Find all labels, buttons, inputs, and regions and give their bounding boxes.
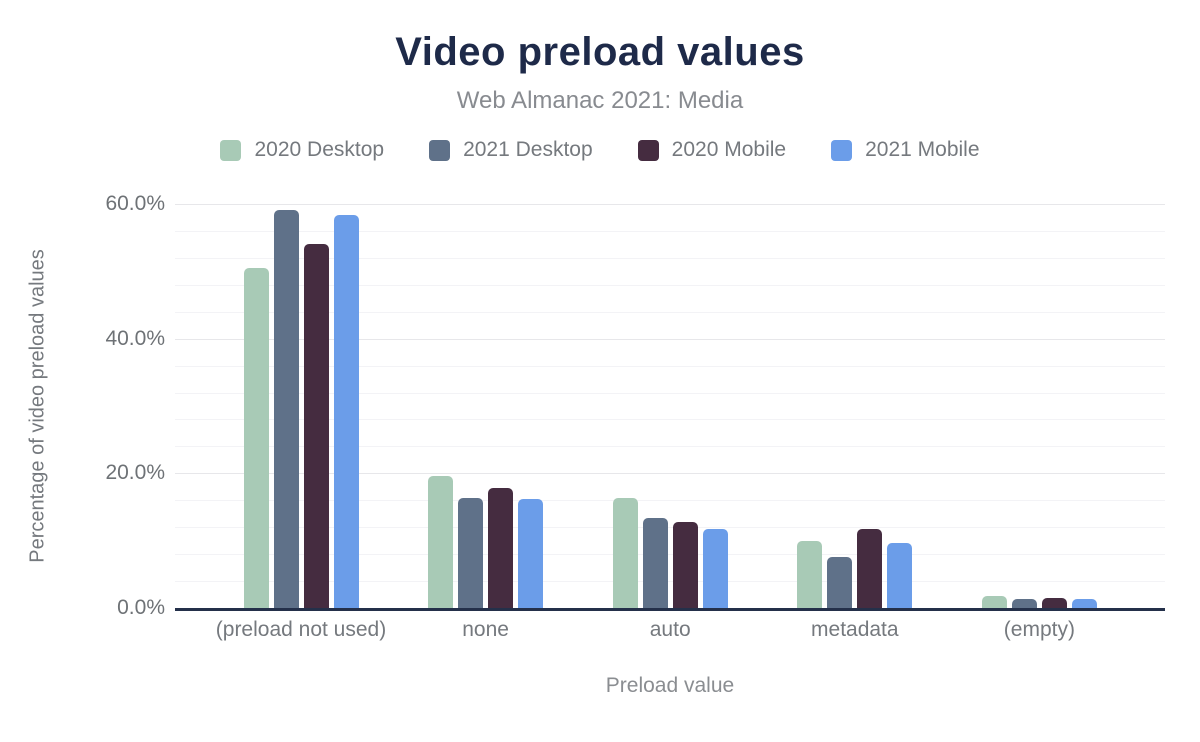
- bar-2021-mobile-2[interactable]: [518, 498, 544, 608]
- bar-2021-mobile-1[interactable]: [333, 214, 359, 608]
- x-axis-title: Preload value: [605, 674, 735, 697]
- x-axis-label: none: [462, 618, 509, 641]
- bar-2020-desktop-2[interactable]: [428, 476, 454, 608]
- major-gridline: [175, 204, 1165, 205]
- minor-gridline: [175, 554, 1165, 556]
- bar-2020-desktop-3[interactable]: [612, 498, 638, 608]
- minor-gridline: [175, 581, 1165, 583]
- bar-2021-desktop-5[interactable]: [1011, 598, 1037, 608]
- legend-swatch: [831, 139, 853, 161]
- minor-gridline: [175, 392, 1165, 394]
- bar-2020-desktop-5[interactable]: [981, 595, 1007, 608]
- legend-label: 2021 Desktop: [463, 138, 593, 161]
- bar-2020-mobile-4[interactable]: [857, 529, 883, 608]
- y-axis-tick-label: 60.0%: [105, 192, 165, 215]
- legend: 2020 Desktop 2021 Desktop 2020 Mobile 2021 …: [0, 138, 1200, 162]
- minor-gridline: [175, 284, 1165, 286]
- bar-2021-mobile-5[interactable]: [1071, 598, 1097, 608]
- minor-gridline: [175, 311, 1165, 313]
- x-axis-label: (preload not used): [215, 618, 387, 641]
- minor-gridline: [175, 419, 1165, 421]
- minor-gridline: [175, 257, 1165, 259]
- legend-swatch: [429, 139, 451, 161]
- legend-label: 2020 Mobile: [671, 138, 787, 161]
- y-axis-tick-label: 0.0%: [117, 596, 165, 619]
- legend-label: 2020 Desktop: [254, 138, 385, 161]
- legend-label: 2021 Mobile: [865, 138, 980, 161]
- major-gridline: [175, 473, 1165, 475]
- bar-2020-mobile-2[interactable]: [488, 488, 514, 608]
- x-axis-label: metadata: [811, 618, 899, 641]
- bar-2021-mobile-3[interactable]: [702, 528, 728, 608]
- bar-2020-mobile-3[interactable]: [672, 521, 698, 608]
- legend-item-2020-desktop: 2020 Desktop: [220, 138, 384, 162]
- x-axis-label: (empty): [1003, 618, 1075, 641]
- bar-2021-desktop-3[interactable]: [642, 518, 668, 608]
- minor-gridline: [175, 365, 1165, 367]
- x-axis-labels: (preload not used) none auto metadata (empty…: [175, 618, 1165, 648]
- bar-2020-desktop-4[interactable]: [797, 540, 823, 608]
- legend-item-2021-desktop: 2021 Desktop: [429, 138, 593, 162]
- minor-gridline: [175, 446, 1165, 448]
- minor-gridline: [175, 500, 1165, 502]
- bar-2021-desktop-4[interactable]: [827, 556, 853, 608]
- legend-swatch: [637, 139, 659, 161]
- y-axis-tick-label: 20.0%: [105, 461, 165, 485]
- minor-gridline: [175, 527, 1165, 529]
- major-gridline: [175, 338, 1165, 340]
- y-axis-ticks: 0.0% 20.0% 40.0% 60.0%: [0, 192, 165, 619]
- bar-2020-desktop-1[interactable]: [243, 267, 269, 608]
- bar-2020-mobile-5[interactable]: [1041, 597, 1067, 608]
- chart-title: Video preload values: [395, 30, 805, 74]
- chart-subtitle: Web Almanac 2021: Media: [456, 87, 744, 114]
- x-axis-label: auto: [649, 618, 691, 641]
- bar-2021-desktop-1[interactable]: [273, 210, 299, 608]
- legend-item-2021-mobile: 2021 Mobile: [831, 138, 980, 162]
- bar-2021-mobile-4[interactable]: [887, 543, 913, 608]
- legend-item-2020-mobile: 2020 Mobile: [637, 138, 787, 162]
- legend-swatch: [220, 139, 242, 161]
- plot-area: [175, 204, 1165, 611]
- y-axis-tick-label: 40.0%: [105, 326, 165, 350]
- bar-2021-desktop-2[interactable]: [458, 497, 484, 608]
- bar-2020-mobile-1[interactable]: [303, 244, 329, 608]
- minor-gridline: [175, 230, 1165, 232]
